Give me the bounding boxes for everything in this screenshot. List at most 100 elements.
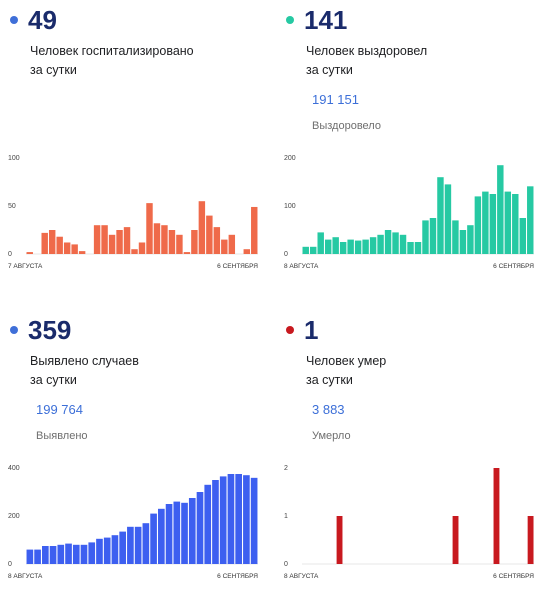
bar <box>116 230 123 254</box>
bar <box>347 239 354 254</box>
bar <box>48 230 56 254</box>
detected-bar-chart: 0 200 400 8 АВГУСТА 6 СЕНТЯБРЯ <box>8 465 258 580</box>
bar <box>127 526 134 564</box>
bullet-icon <box>10 16 18 24</box>
bar <box>146 203 153 254</box>
bar <box>198 201 206 254</box>
x-start-label: 7 АВГУСТА <box>8 263 43 270</box>
stat-description: Человек госпитализировано за сутки <box>30 42 230 80</box>
bar <box>221 239 228 254</box>
bar <box>467 225 474 254</box>
bar <box>34 549 41 564</box>
bar <box>123 227 131 254</box>
bar <box>181 502 188 564</box>
y-tick-label: 0 <box>8 561 12 568</box>
stat-description: Человек выздоровел за сутки <box>306 42 506 80</box>
stat-description-line: Выявлено случаев <box>30 354 139 368</box>
bar <box>444 184 452 254</box>
bar <box>493 468 500 564</box>
bar <box>134 526 142 564</box>
y-tick-label: 0 <box>284 561 288 568</box>
bar <box>63 242 71 254</box>
x-end-label: 6 СЕНТЯБРЯ <box>493 573 534 580</box>
bar <box>108 234 116 254</box>
stat-description: Выявлено случаев за сутки <box>30 352 230 390</box>
stat-description-line: Человек госпитализировано <box>30 44 194 58</box>
stat-description-line: за сутки <box>306 373 353 387</box>
daily-value: 359 <box>28 315 72 345</box>
y-tick-label: 2 <box>284 465 288 472</box>
x-end-label: 6 СЕНТЯБРЯ <box>493 263 534 270</box>
bullet-icon <box>286 326 294 334</box>
bar <box>188 498 196 564</box>
bar <box>96 538 103 564</box>
cumulative-total: 3 883 <box>312 402 345 417</box>
bar <box>227 474 235 564</box>
bar <box>407 242 414 254</box>
bar <box>219 476 227 564</box>
bar <box>173 501 181 564</box>
stat-description: Человек умер за сутки <box>306 352 506 390</box>
bar <box>88 542 96 564</box>
cumulative-total: 199 764 <box>36 402 83 417</box>
bar <box>78 251 86 254</box>
bar <box>429 218 437 254</box>
bar <box>243 249 250 254</box>
bar <box>111 535 119 564</box>
bar <box>362 239 369 254</box>
bar <box>339 242 347 254</box>
stat-description-line: Человек умер <box>306 354 387 368</box>
bullet-icon <box>286 16 294 24</box>
stat-description-line: за сутки <box>30 373 77 387</box>
bar <box>213 227 221 254</box>
bar <box>504 191 512 254</box>
cumulative-label: Выздоровело <box>312 120 381 132</box>
bar <box>489 194 497 254</box>
bar <box>161 225 168 254</box>
cumulative-label: Выявлено <box>36 430 88 442</box>
daily-value: 141 <box>304 5 348 35</box>
x-end-label: 6 СЕНТЯБРЯ <box>217 263 258 270</box>
stat-description-line: Человек выздоровел <box>306 44 428 58</box>
x-start-label: 8 АВГУСТА <box>284 263 319 270</box>
bar <box>459 230 467 254</box>
bar <box>196 492 204 564</box>
bar <box>142 523 150 564</box>
bar <box>150 513 157 564</box>
bar <box>176 234 183 254</box>
bar <box>452 220 459 254</box>
deaths-bar-chart: 0 1 2 8 АВГУСТА 6 СЕНТЯБРЯ <box>284 465 534 580</box>
bar <box>512 194 519 254</box>
bar <box>212 480 219 564</box>
daily-value: 49 <box>28 5 57 35</box>
bar <box>482 191 489 254</box>
bar <box>336 516 343 564</box>
y-tick-label: 100 <box>284 203 296 210</box>
bar <box>56 236 63 254</box>
bar <box>158 508 165 564</box>
y-tick-label: 200 <box>284 155 296 162</box>
bar <box>250 477 258 564</box>
bullet-icon <box>10 326 18 334</box>
bar <box>251 206 258 254</box>
bar <box>302 246 309 254</box>
y-tick-label: 1 <box>284 513 288 520</box>
bar <box>332 237 339 254</box>
bar <box>204 484 212 564</box>
hospitalized-bar-chart: 0 50 100 7 АВГУСТА 6 СЕНТЯБРЯ <box>8 155 258 270</box>
bar <box>119 531 126 564</box>
bar <box>26 549 34 564</box>
bar <box>497 165 504 254</box>
bar <box>153 223 161 254</box>
bar <box>191 230 198 254</box>
y-tick-label: 100 <box>8 155 20 162</box>
bar <box>228 234 236 254</box>
bar <box>399 234 407 254</box>
bar <box>57 544 65 564</box>
bar <box>165 504 173 564</box>
bar <box>42 546 49 564</box>
bar <box>369 237 377 254</box>
bar <box>437 177 444 254</box>
bar <box>354 240 362 254</box>
bar <box>474 196 482 254</box>
